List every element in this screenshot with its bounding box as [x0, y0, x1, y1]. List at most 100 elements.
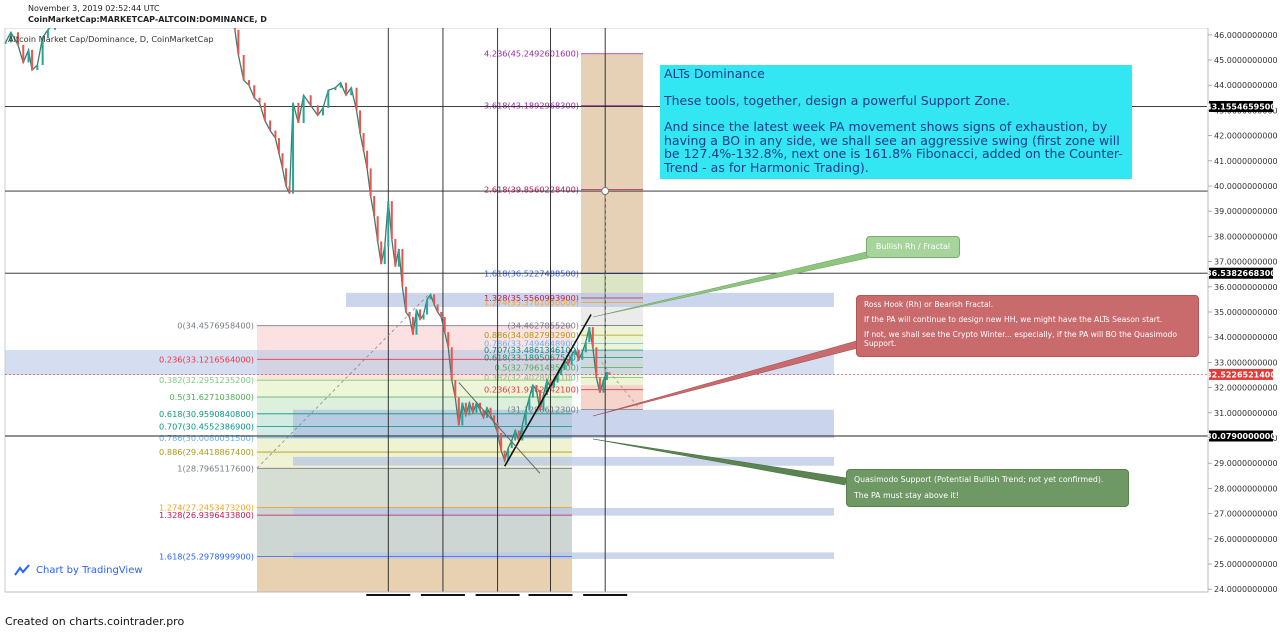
y-tick-label-18: 28.0000000000	[1214, 484, 1278, 493]
candle-103	[598, 377, 601, 393]
y-tick-label-12: 34.0000000000	[1214, 333, 1278, 342]
header-date: November 3, 2019 02:52:44 UTC	[28, 4, 160, 13]
candle-14	[253, 85, 256, 98]
candle-65	[464, 402, 467, 416]
candle-57	[436, 304, 439, 312]
candle-84	[531, 385, 534, 398]
tradingview-watermark-text: Chart by TradingView	[36, 564, 143, 576]
ext-zone-mid	[581, 302, 643, 326]
ext-level-label-10: 0.618(33.1895067500)	[484, 353, 579, 363]
candle-68	[475, 402, 478, 413]
alts-note-line1: These tools, together, design a powerful…	[664, 92, 1010, 108]
candle-96	[574, 349, 577, 355]
y-tick-label-10: 36.0000000000	[1214, 283, 1278, 292]
ross-hook-line2: If not, we shall see the Crypto Winter..…	[864, 330, 1177, 348]
candle-40	[376, 216, 379, 242]
candle-12	[242, 54, 245, 81]
fib-level-label-6: 0.786(30.0080051500)	[159, 433, 254, 443]
candle-52	[419, 309, 422, 320]
candle-104	[602, 380, 605, 393]
fib-level-label-7: 0.886(29.4418867400)	[159, 447, 254, 457]
candle-100	[588, 327, 591, 343]
fib-level-label-5: 0.707(30.4552386900)	[159, 422, 254, 432]
tradingview-watermark[interactable]: Chart by TradingView	[14, 564, 143, 576]
y-tick-label-14: 32.0000000000	[1214, 384, 1278, 393]
candle-1	[9, 32, 12, 43]
candle-42	[383, 246, 386, 265]
candle-54	[426, 299, 429, 315]
ross-hook-line1: If the PA will continue to design new HH…	[864, 315, 1163, 324]
candle-25	[302, 95, 305, 123]
candle-18	[274, 130, 277, 139]
bullish-rh-callout: Bullish Rh / Fractal	[866, 236, 960, 258]
price-tag-text-3: 30.0790000000	[1206, 432, 1276, 441]
candle-43	[387, 201, 390, 247]
y-tick-label-8: 38.0000000000	[1214, 232, 1278, 241]
candle-78	[510, 440, 513, 449]
candle-23	[292, 102, 295, 194]
y-tick-label-20: 26.0000000000	[1214, 535, 1278, 544]
resistance-band	[346, 292, 834, 307]
fib-level-label-3: 0.5(31.6271038000)	[169, 392, 254, 402]
candle-94	[567, 359, 570, 365]
candle-6	[36, 65, 39, 71]
candle-7	[41, 37, 44, 66]
quasimodo-band	[293, 409, 834, 438]
candle-76	[503, 450, 506, 461]
candle-21	[284, 168, 287, 186]
candle-74	[496, 422, 499, 433]
candle-106	[607, 372, 610, 375]
y-tick-label-19: 27.0000000000	[1214, 510, 1278, 519]
candle-45	[394, 238, 397, 267]
candle-55	[429, 294, 432, 300]
y-tick-label-0: 46.0000000000	[1214, 31, 1278, 40]
y-tick-label-13: 33.0000000000	[1214, 358, 1278, 367]
candle-22	[288, 186, 291, 194]
candle-11	[237, 29, 240, 55]
rising-trendline	[503, 314, 592, 467]
candle-15	[258, 97, 261, 103]
candle-85	[535, 385, 538, 391]
fib-level-label-1: 0.236(33.1216564000)	[159, 354, 254, 364]
candle-33	[350, 87, 353, 96]
ext-level-label-5: 1.274(35.3761050000)	[484, 298, 579, 308]
alts-note-title: ALTs Dominance	[664, 66, 765, 81]
ext-zone-top	[581, 53, 643, 274]
projection-dashed	[601, 362, 639, 409]
candle-19	[277, 138, 280, 154]
candle-34	[355, 87, 358, 111]
candle-44	[390, 201, 393, 239]
candle-30	[334, 87, 337, 91]
candle-75	[500, 432, 503, 451]
candle-31	[339, 82, 342, 88]
ext-level-label-11: 0.5(32.7961485300)	[494, 363, 579, 373]
candle-92	[560, 369, 563, 375]
ext-level-label-9: 0.707(33.4861346100)	[484, 345, 579, 355]
candle-77	[507, 448, 510, 461]
candle-51	[415, 309, 418, 335]
candle-97	[577, 349, 580, 360]
candle-46	[397, 249, 400, 267]
fib-level-label-8: 1(28.7965117600)	[177, 463, 254, 473]
candle-64	[461, 402, 464, 426]
candle-91	[556, 375, 559, 383]
candle-20	[281, 153, 284, 169]
candle-93	[563, 359, 566, 370]
candle-73	[493, 415, 496, 423]
candle-27	[316, 105, 319, 116]
y-tick-label-4: 42.0000000000	[1214, 132, 1278, 141]
candle-10	[233, 28, 236, 30]
y-tick-label-17: 29.0000000000	[1214, 459, 1278, 468]
candle-82	[524, 410, 527, 426]
candle-63	[457, 397, 460, 426]
x-marker-bg-4	[583, 594, 628, 596]
target-point	[601, 187, 610, 196]
candle-39	[373, 196, 376, 217]
y-tick-label-6: 40.0000000000	[1214, 182, 1278, 191]
candle-79	[514, 430, 517, 441]
price-tag-bg-2	[1209, 368, 1273, 380]
fib-zone-1-1274	[257, 468, 572, 508]
ext-level-label-0: 4.236(45.2492601600)	[484, 49, 579, 59]
ext-level-label-1: 3.618(43.1892968300)	[484, 101, 579, 111]
alts-dominance-note: ALTs Dominance These tools, together, de…	[660, 65, 1132, 179]
